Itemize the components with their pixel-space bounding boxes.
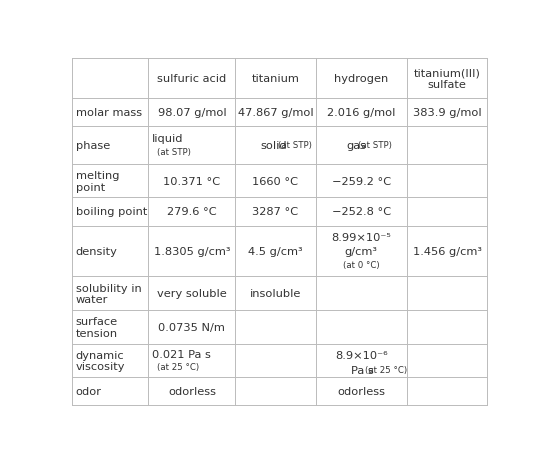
Text: 98.07 g/mol: 98.07 g/mol [158,108,226,118]
Text: solid: solid [260,140,287,151]
Text: 1660 °C: 1660 °C [252,176,299,186]
Text: (at 25 °C): (at 25 °C) [157,362,199,371]
Text: 3287 °C: 3287 °C [252,207,299,217]
Text: 4.5 g/cm³: 4.5 g/cm³ [248,246,303,257]
Text: odorless: odorless [168,386,216,396]
Text: −259.2 °C: −259.2 °C [331,176,391,186]
Text: 47.867 g/mol: 47.867 g/mol [238,108,313,118]
Text: titanium(III)
sulfate: titanium(III) sulfate [413,68,480,90]
Text: 0.0735 N/m: 0.0735 N/m [158,322,225,332]
Text: very soluble: very soluble [157,289,227,299]
Text: melting
point: melting point [76,171,120,192]
Text: −252.8 °C: −252.8 °C [331,207,391,217]
Text: 383.9 g/mol: 383.9 g/mol [413,108,482,118]
Text: (at STP): (at STP) [157,148,191,157]
Text: gas: gas [346,140,366,151]
Text: 8.99×10⁻⁵: 8.99×10⁻⁵ [331,232,391,242]
Text: (at 0 °C): (at 0 °C) [343,261,379,269]
Text: phase: phase [76,140,110,151]
Text: Pa s: Pa s [351,365,373,375]
Text: titanium: titanium [252,74,299,84]
Text: boiling point: boiling point [76,207,147,217]
Text: molar mass: molar mass [76,108,142,118]
Text: 8.9×10⁻⁶: 8.9×10⁻⁶ [335,350,388,360]
Text: 2.016 g/mol: 2.016 g/mol [327,108,395,118]
Text: 0.021 Pa s: 0.021 Pa s [152,350,211,359]
Text: 1.8305 g/cm³: 1.8305 g/cm³ [153,246,230,257]
Text: sulfuric acid: sulfuric acid [157,74,227,84]
Text: dynamic
viscosity: dynamic viscosity [76,350,126,371]
Text: solubility in
water: solubility in water [76,283,141,304]
Text: (at STP): (at STP) [358,141,392,150]
Text: (at STP): (at STP) [278,141,312,150]
Text: 279.6 °C: 279.6 °C [167,207,217,217]
Text: odorless: odorless [337,386,385,396]
Text: insoluble: insoluble [250,289,301,299]
Text: g/cm³: g/cm³ [345,246,378,256]
Text: (at 25 °C): (at 25 °C) [365,365,407,374]
Text: 10.371 °C: 10.371 °C [163,176,221,186]
Text: hydrogen: hydrogen [334,74,388,84]
Text: surface
tension: surface tension [76,317,118,338]
Text: density: density [76,246,118,257]
Text: 1.456 g/cm³: 1.456 g/cm³ [412,246,482,257]
Text: odor: odor [76,386,102,396]
Text: liquid: liquid [152,134,183,144]
